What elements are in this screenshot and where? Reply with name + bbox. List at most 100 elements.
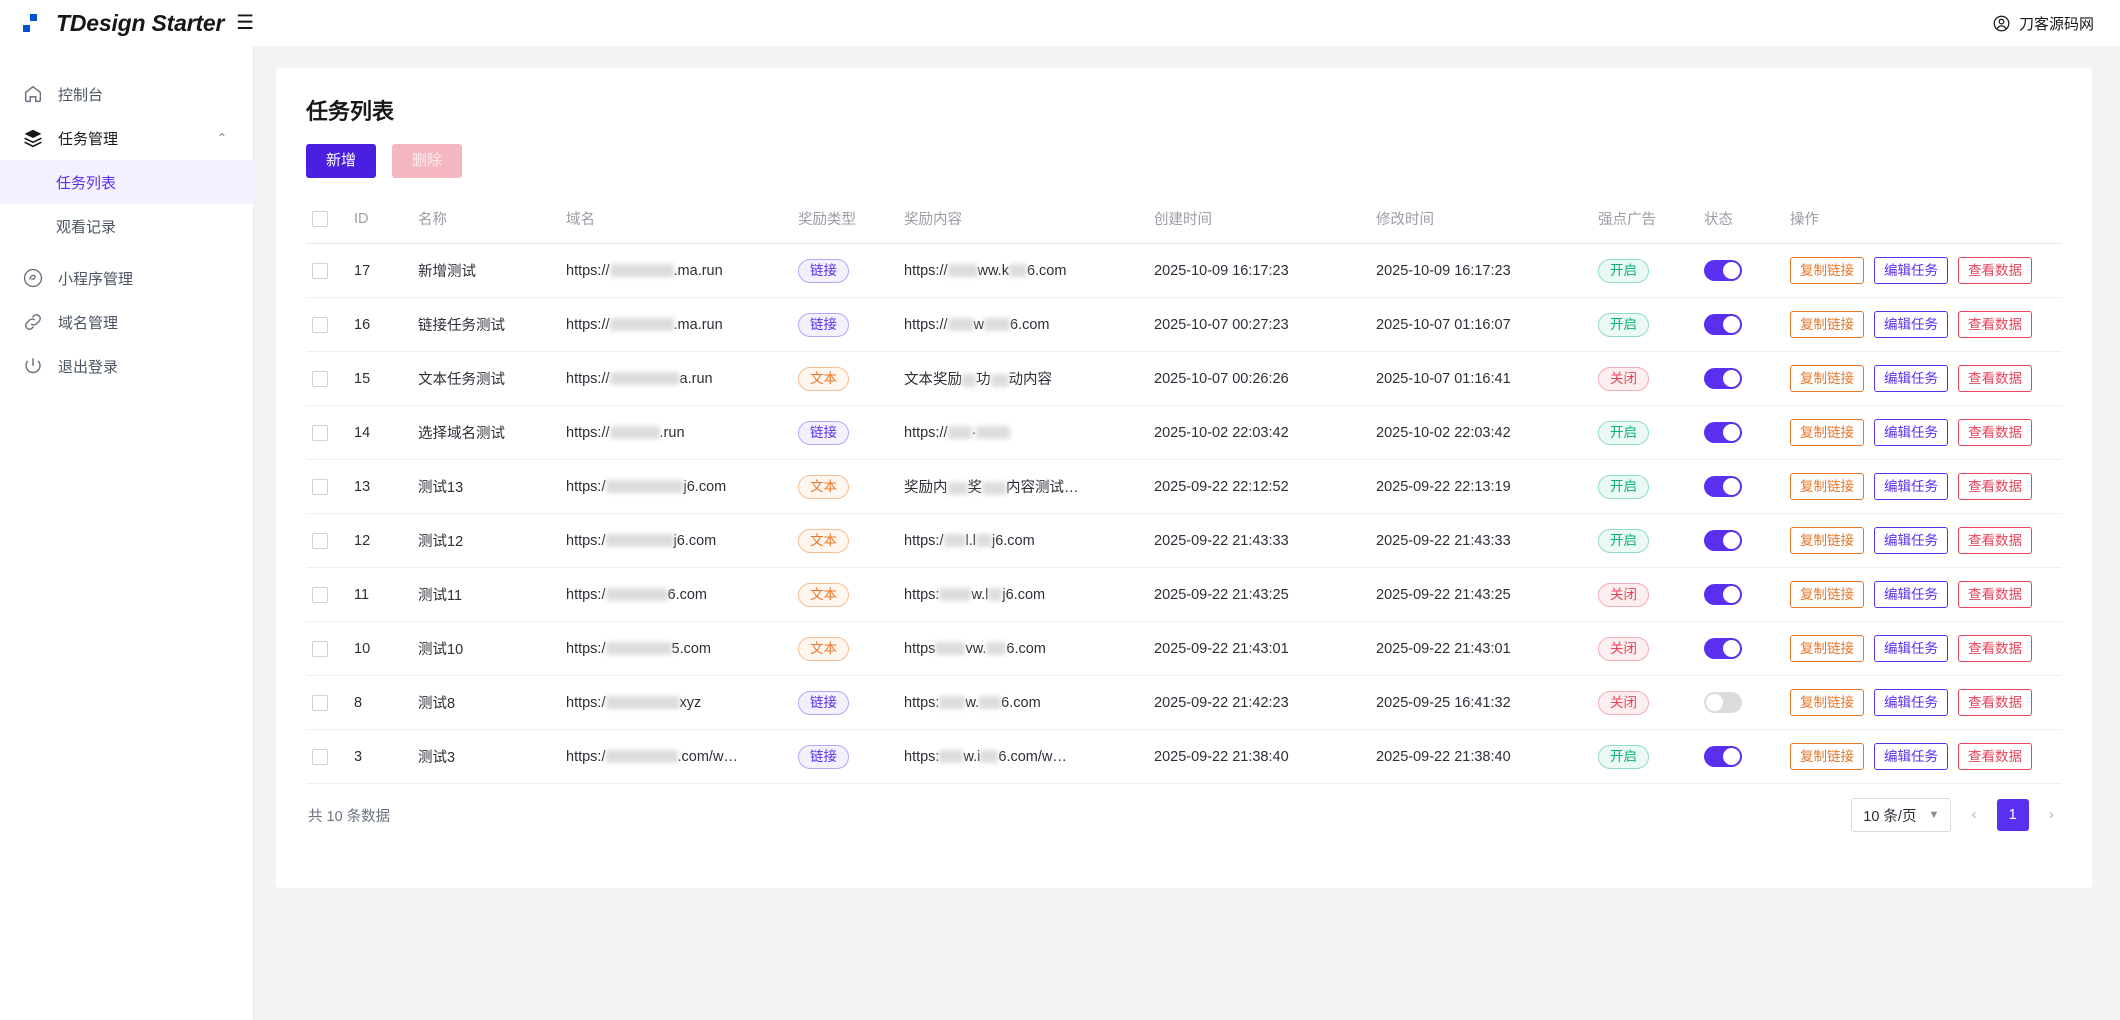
status-toggle[interactable] xyxy=(1704,638,1742,659)
edit-task-button[interactable]: 编辑任务 xyxy=(1874,257,1948,284)
copy-link-button[interactable]: 复制链接 xyxy=(1790,365,1864,392)
row-checkbox[interactable] xyxy=(312,370,328,387)
status-toggle[interactable] xyxy=(1704,422,1742,443)
row-checkbox[interactable] xyxy=(312,424,328,441)
status-toggle[interactable] xyxy=(1704,476,1742,497)
view-data-button[interactable]: 查看数据 xyxy=(1958,257,2032,284)
cell-reward-type: 链接 xyxy=(792,729,898,784)
sidebar-item-watch-records[interactable]: 观看记录 xyxy=(0,204,253,248)
copy-link-button[interactable]: 复制链接 xyxy=(1790,581,1864,608)
redacted-text xyxy=(609,426,660,440)
row-checkbox[interactable] xyxy=(312,694,328,711)
page-size-select[interactable]: 10 条/页 ▼ xyxy=(1851,798,1952,832)
page-number-1[interactable]: 1 xyxy=(1996,799,2029,831)
table-row[interactable]: 13 测试13 https:/j6.com 文本 奖励内奖内容测试… 2025-09-22… xyxy=(306,459,2062,514)
add-button[interactable]: 新增 xyxy=(306,144,377,178)
redacted-text xyxy=(947,481,968,495)
redacted-text xyxy=(947,264,978,278)
view-data-button[interactable]: 查看数据 xyxy=(1958,689,2032,716)
table-row[interactable]: 15 文本任务测试 https://a.run 文本 文本奖励功动内容 2025-10-0… xyxy=(306,351,2062,406)
row-checkbox[interactable] xyxy=(312,640,328,657)
row-select-cell xyxy=(306,729,348,784)
status-toggle[interactable] xyxy=(1704,584,1742,605)
table-row[interactable]: 12 测试12 https:/j6.com 文本 https:/l.l j6.com 202… xyxy=(306,513,2062,568)
header-name: 名称 xyxy=(412,198,560,244)
sidebar-item-label: 控制台 xyxy=(58,86,104,104)
status-toggle[interactable] xyxy=(1704,746,1742,767)
table-row[interactable]: 14 选择域名测试 https://.run 链接 https://· 2025-10-0… xyxy=(306,405,2062,460)
redacted-text xyxy=(979,696,1002,710)
edit-task-button[interactable]: 编辑任务 xyxy=(1874,419,1948,446)
view-data-button[interactable]: 查看数据 xyxy=(1958,311,2032,338)
copy-link-button[interactable]: 复制链接 xyxy=(1790,473,1864,500)
status-toggle[interactable] xyxy=(1704,692,1742,713)
row-select-cell xyxy=(306,621,348,676)
copy-link-button[interactable]: 复制链接 xyxy=(1790,527,1864,554)
cell-reward-content: https: w. 6.com xyxy=(898,675,1148,730)
next-page-button[interactable]: › xyxy=(2048,806,2054,823)
chevron-up-icon[interactable]: ⌃ xyxy=(216,131,227,145)
sidebar-item-task-management[interactable]: 任务管理 ⌃ xyxy=(0,116,253,160)
view-data-button[interactable]: 查看数据 xyxy=(1958,635,2032,662)
cell-domain: https://a.run xyxy=(560,351,792,406)
cell-reward-type: 链接 xyxy=(792,675,898,730)
view-data-button[interactable]: 查看数据 xyxy=(1958,527,2032,554)
row-checkbox[interactable] xyxy=(312,586,328,603)
edit-task-button[interactable]: 编辑任务 xyxy=(1874,581,1948,608)
copy-link-button[interactable]: 复制链接 xyxy=(1790,689,1864,716)
copy-link-button[interactable]: 复制链接 xyxy=(1790,257,1864,284)
row-checkbox[interactable] xyxy=(312,748,328,765)
table-row[interactable]: 3 测试3 https:/.com/w… 链接 https: w.i 6.com/w… 202… xyxy=(306,729,2062,784)
cell-modified-time: 2025-10-09 16:17:23 xyxy=(1370,243,1592,298)
view-data-button[interactable]: 查看数据 xyxy=(1958,473,2032,500)
row-checkbox[interactable] xyxy=(312,316,328,333)
cell-name: 测试3 xyxy=(412,729,560,784)
cell-status xyxy=(1698,513,1784,568)
edit-task-button[interactable]: 编辑任务 xyxy=(1874,527,1948,554)
sidebar-item-logout[interactable]: 退出登录 xyxy=(0,344,253,388)
status-toggle[interactable] xyxy=(1704,368,1742,389)
table-row[interactable]: 10 测试10 https:/5.com 文本 https vw. 6.com 2025-09… xyxy=(306,621,2062,676)
row-checkbox[interactable] xyxy=(312,262,328,279)
status-toggle[interactable] xyxy=(1704,530,1742,551)
view-data-button[interactable]: 查看数据 xyxy=(1958,365,2032,392)
redacted-text xyxy=(605,750,678,764)
table-row[interactable]: 17 新增测试 https://.ma.run 链接 https://ww.k 6.com… xyxy=(306,243,2062,298)
cell-modified-time: 2025-09-22 21:43:25 xyxy=(1370,567,1592,622)
status-toggle[interactable] xyxy=(1704,260,1742,281)
view-data-button[interactable]: 查看数据 xyxy=(1958,743,2032,770)
table-row[interactable]: 16 链接任务测试 https://.ma.run 链接 https://w 6.com 2… xyxy=(306,297,2062,352)
row-checkbox[interactable] xyxy=(312,532,328,549)
cell-reward-content: https://ww.k 6.com xyxy=(898,243,1148,298)
edit-task-button[interactable]: 编辑任务 xyxy=(1874,635,1948,662)
sidebar-item-domain-management[interactable]: 域名管理 xyxy=(0,300,253,344)
sidebar-item-task-list[interactable]: 任务列表 xyxy=(0,160,253,204)
user-avatar-icon[interactable] xyxy=(1992,14,2011,33)
sidebar-item-miniprogram-management[interactable]: 小程序管理 xyxy=(0,256,253,300)
view-data-button[interactable]: 查看数据 xyxy=(1958,581,2032,608)
row-select-cell xyxy=(306,405,348,460)
menu-toggle-icon[interactable]: ☰ xyxy=(236,12,255,34)
reward-type-tag: 链接 xyxy=(798,258,849,283)
status-toggle[interactable] xyxy=(1704,314,1742,335)
select-all-checkbox[interactable] xyxy=(312,210,328,227)
cell-modified-time: 2025-09-22 22:13:19 xyxy=(1370,459,1592,514)
cell-status xyxy=(1698,675,1784,730)
edit-task-button[interactable]: 编辑任务 xyxy=(1874,311,1948,338)
edit-task-button[interactable]: 编辑任务 xyxy=(1874,689,1948,716)
table-row[interactable]: 11 测试11 https:/6.com 文本 https: w.l j6.com 2025-… xyxy=(306,567,2062,622)
copy-link-button[interactable]: 复制链接 xyxy=(1790,635,1864,662)
sidebar-item-dashboard[interactable]: 控制台 xyxy=(0,72,253,116)
prev-page-button[interactable]: ‹ xyxy=(1971,806,1977,823)
copy-link-button[interactable]: 复制链接 xyxy=(1790,743,1864,770)
edit-task-button[interactable]: 编辑任务 xyxy=(1874,743,1948,770)
copy-link-button[interactable]: 复制链接 xyxy=(1790,419,1864,446)
cell-modified-time: 2025-10-02 22:03:42 xyxy=(1370,405,1592,460)
edit-task-button[interactable]: 编辑任务 xyxy=(1874,365,1948,392)
table-row[interactable]: 8 测试8 https:/xyz 链接 https: w. 6.com 2025-09-22 … xyxy=(306,675,2062,730)
user-name[interactable]: 刀客源码网 xyxy=(2018,15,2094,33)
edit-task-button[interactable]: 编辑任务 xyxy=(1874,473,1948,500)
copy-link-button[interactable]: 复制链接 xyxy=(1790,311,1864,338)
row-checkbox[interactable] xyxy=(312,478,328,495)
view-data-button[interactable]: 查看数据 xyxy=(1958,419,2032,446)
